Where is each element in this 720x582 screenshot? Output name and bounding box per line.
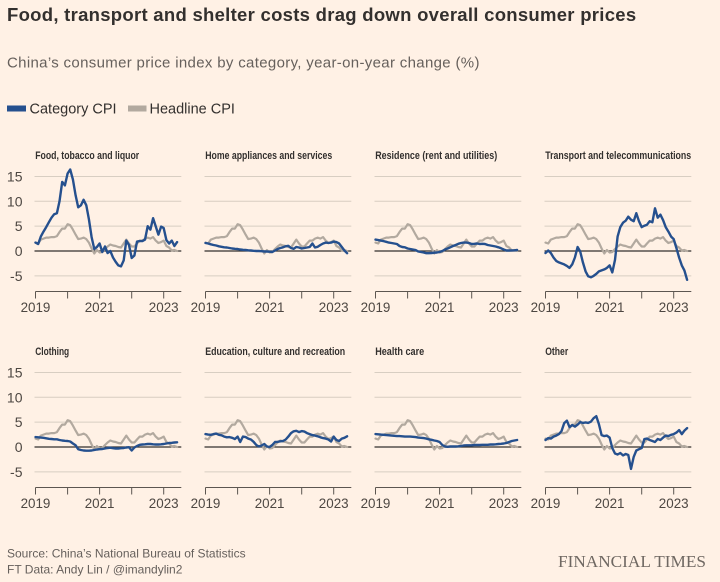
svg-text:15: 15 xyxy=(7,364,23,380)
svg-text:2023: 2023 xyxy=(489,496,519,511)
svg-text:2019: 2019 xyxy=(191,496,221,511)
svg-text:2019: 2019 xyxy=(21,300,51,315)
svg-text:Residence (rent and utilities): Residence (rent and utilities) xyxy=(375,150,497,162)
svg-text:2023: 2023 xyxy=(149,300,179,315)
svg-text:FT Data: Andy Lin / @imandylin: FT Data: Andy Lin / @imandylin2 xyxy=(7,563,183,577)
svg-text:Health care: Health care xyxy=(375,346,424,358)
svg-text:-5: -5 xyxy=(10,268,23,284)
svg-text:China’s consumer price index b: China’s consumer price index by category… xyxy=(7,55,480,72)
svg-text:5: 5 xyxy=(15,218,23,234)
svg-text:2019: 2019 xyxy=(191,300,221,315)
svg-text:2023: 2023 xyxy=(319,300,349,315)
svg-text:Food, transport and shelter co: Food, transport and shelter costs drag d… xyxy=(7,4,636,25)
svg-text:15: 15 xyxy=(7,168,23,184)
svg-text:2019: 2019 xyxy=(361,496,391,511)
svg-text:2021: 2021 xyxy=(425,300,455,315)
svg-text:Headline CPI: Headline CPI xyxy=(150,102,235,118)
svg-text:2021: 2021 xyxy=(595,496,625,511)
svg-text:Food, tobacco and liquor: Food, tobacco and liquor xyxy=(35,150,140,162)
svg-text:2019: 2019 xyxy=(531,300,561,315)
svg-text:10: 10 xyxy=(7,389,23,405)
svg-text:Home appliances and services: Home appliances and services xyxy=(205,150,332,162)
svg-text:2019: 2019 xyxy=(361,300,391,315)
svg-text:Clothing: Clothing xyxy=(35,346,69,358)
svg-text:0: 0 xyxy=(15,439,23,455)
svg-text:2021: 2021 xyxy=(255,496,285,511)
svg-text:5: 5 xyxy=(15,414,23,430)
svg-text:2023: 2023 xyxy=(659,496,689,511)
svg-text:10: 10 xyxy=(7,193,23,209)
svg-text:2021: 2021 xyxy=(85,300,115,315)
svg-text:Transport and telecommunicatio: Transport and telecommunications xyxy=(545,150,691,162)
svg-text:2021: 2021 xyxy=(425,496,455,511)
svg-text:-5: -5 xyxy=(10,464,23,480)
svg-text:FINANCIAL TIMES: FINANCIAL TIMES xyxy=(558,552,706,571)
svg-text:2023: 2023 xyxy=(489,300,519,315)
svg-text:2023: 2023 xyxy=(149,496,179,511)
svg-text:2019: 2019 xyxy=(21,496,51,511)
svg-text:Category CPI: Category CPI xyxy=(30,102,117,118)
svg-text:0: 0 xyxy=(15,243,23,259)
svg-text:2019: 2019 xyxy=(531,496,561,511)
svg-text:Education, culture and recreat: Education, culture and recreation xyxy=(205,346,345,358)
svg-text:Source: China’s National Burea: Source: China’s National Bureau of Stati… xyxy=(7,547,246,561)
svg-text:2023: 2023 xyxy=(319,496,349,511)
svg-text:Other: Other xyxy=(545,346,569,358)
svg-text:2021: 2021 xyxy=(85,496,115,511)
svg-text:2021: 2021 xyxy=(255,300,285,315)
svg-text:2021: 2021 xyxy=(595,300,625,315)
svg-text:2023: 2023 xyxy=(659,300,689,315)
